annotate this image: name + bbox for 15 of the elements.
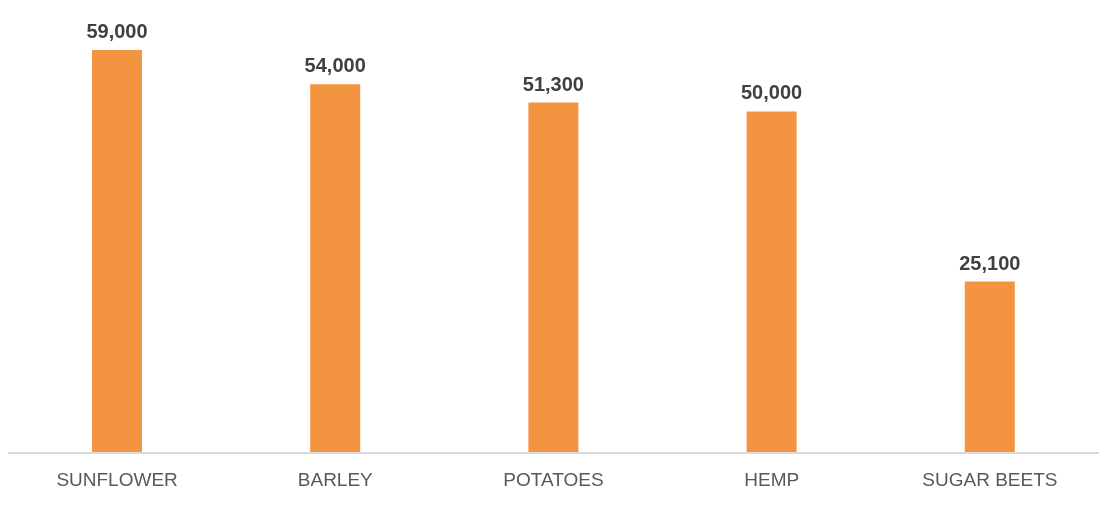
data-label: 51,300 bbox=[522, 72, 584, 95]
x-tick-label: SUGAR BEETS bbox=[922, 469, 1058, 491]
bar bbox=[310, 84, 361, 453]
data-label: 54,000 bbox=[304, 54, 366, 77]
bar bbox=[746, 111, 797, 453]
data-label: 25,100 bbox=[959, 251, 1021, 274]
x-tick-label: BARLEY bbox=[297, 469, 374, 491]
bar bbox=[92, 50, 142, 453]
bar bbox=[964, 281, 1015, 453]
x-tick-label: HEMP bbox=[744, 469, 800, 491]
x-tick-label: SUNFLOWER bbox=[56, 469, 178, 491]
data-label: 50,000 bbox=[741, 81, 803, 104]
bar bbox=[528, 102, 579, 453]
data-label: 59,000 bbox=[86, 20, 148, 42]
x-tick-label: POTATOES bbox=[503, 469, 604, 491]
